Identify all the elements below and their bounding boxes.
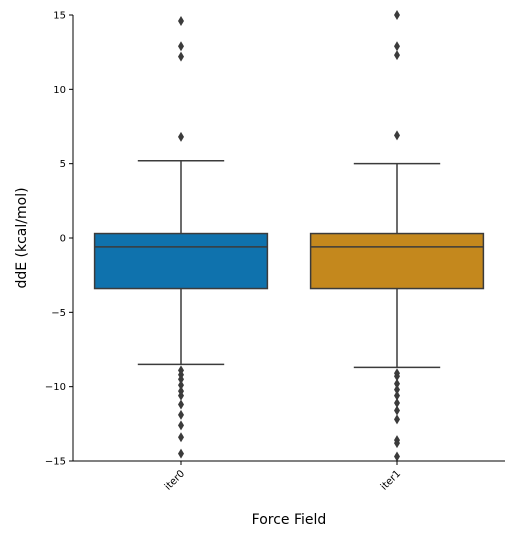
iqr-box <box>95 234 268 289</box>
x-ticks: iter0 iter1 <box>163 461 403 493</box>
outlier-point <box>394 10 400 20</box>
y-tick-label: −10 <box>45 382 66 393</box>
outlier-point <box>178 449 184 459</box>
x-tick-label: iter0 <box>163 468 187 492</box>
outlier-point <box>178 16 184 26</box>
y-tick-label: 15 <box>53 11 66 22</box>
y-tick-label: 10 <box>53 85 66 96</box>
box-iter1 <box>311 10 484 462</box>
plot-area <box>95 10 484 462</box>
x-axis-title: Force Field <box>252 512 327 528</box>
outlier-point <box>178 432 184 442</box>
y-tick-label: 0 <box>60 234 66 245</box>
outlier-point <box>394 405 400 415</box>
outlier-point <box>178 132 184 142</box>
y-tick-label: −5 <box>51 308 66 319</box>
outlier-point <box>178 400 184 410</box>
y-axis-title: ddE (kcal/mol) <box>14 187 30 288</box>
outlier-point <box>178 52 184 62</box>
iqr-box <box>311 234 484 289</box>
box-iter0 <box>95 16 268 459</box>
y-tick-label: 5 <box>60 159 66 170</box>
y-tick-label: −15 <box>45 457 66 468</box>
outlier-point <box>394 130 400 140</box>
outlier-point <box>394 452 400 462</box>
outlier-point <box>178 420 184 430</box>
x-tick-label: iter1 <box>379 468 403 492</box>
outlier-point <box>394 414 400 424</box>
outlier-point <box>178 41 184 51</box>
outlier-point <box>394 50 400 60</box>
outlier-point <box>178 410 184 420</box>
outlier-point <box>394 41 400 51</box>
y-ticks: −15 −10 −5 0 5 10 15 <box>45 11 73 468</box>
